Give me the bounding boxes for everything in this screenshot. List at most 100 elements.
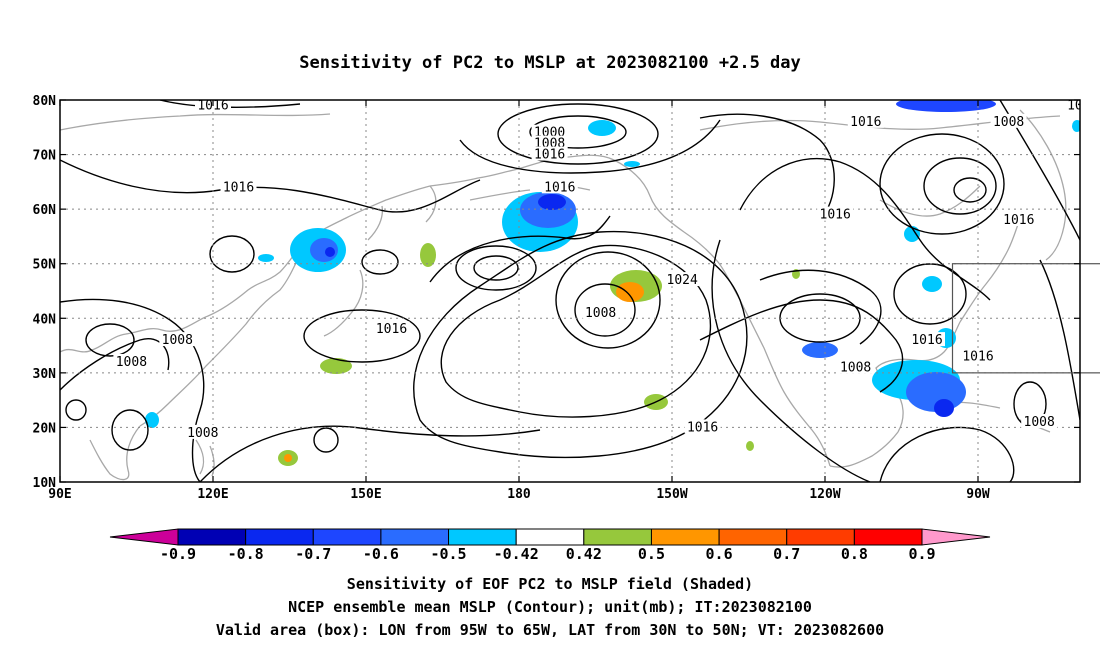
colorbar-tick-label: -0.7 (295, 545, 331, 563)
lon-tick-label: 120W (809, 487, 840, 502)
contour-label: 1016 (197, 98, 228, 113)
map-frame (59, 99, 1081, 483)
contour-1008-asia (60, 298, 205, 482)
contour-1016-eastpac (711, 239, 871, 482)
contour-high-1016 (440, 244, 712, 418)
contour-label-bg (582, 304, 619, 319)
lat-tick-label: 10N (33, 476, 57, 491)
colorbar-swatch (515, 528, 585, 546)
shade-arctic-blue (896, 100, 996, 112)
colorbar-tick-label: -0.6 (363, 545, 399, 563)
contour-label-bg (847, 113, 884, 128)
high-1028-core (574, 283, 636, 337)
lat-tick-label: 40N (33, 312, 57, 327)
low-1000-asia (85, 323, 135, 357)
contour-label-bg (837, 359, 874, 374)
colorbar-swatch (448, 528, 517, 546)
contour-1016-arctic (459, 119, 721, 174)
map-title: Sensitivity of PC2 to MSLP at 2023082100… (299, 53, 801, 73)
colorbar-swatch (718, 528, 788, 546)
contour-label-bg (1021, 413, 1058, 428)
lat-tick-label: 60N (33, 203, 57, 218)
lon-tick-label: 150E (350, 487, 381, 502)
colorbar-swatch (312, 528, 382, 546)
contour-label: 1016 (544, 180, 575, 195)
shade-aleutian-core (538, 194, 566, 210)
contour-label: 1008 (840, 360, 871, 375)
contour-label-bg (220, 179, 257, 194)
colorbar-tick-label: -0.9 (160, 545, 196, 563)
contour-label: 1016 (850, 115, 881, 130)
colorbar-swatch (583, 528, 652, 546)
colorbar-swatch (853, 528, 923, 546)
shade-eastpac-green (746, 441, 754, 451)
contour-label: 1024 (667, 273, 698, 288)
contour-label-bg (817, 206, 854, 221)
contour-high-1016-outer (413, 230, 748, 459)
contour-label: 1008 (1024, 415, 1055, 430)
footer-line-2: NCEP ensemble mean MSLP (Contour); unit(… (288, 598, 812, 616)
shade-manchuria (258, 254, 274, 262)
footer-line-3: Valid area (box): LON from 95W to 65W, L… (216, 621, 884, 639)
shade-gulf-core (934, 399, 954, 417)
lat-tick-label: 70N (33, 149, 57, 164)
lat-tick-label: 30N (33, 367, 57, 382)
coast-west-na (739, 299, 831, 467)
colorbar-swatch (786, 528, 855, 546)
contour-label: 1008 (187, 426, 218, 441)
lat-tick-label: 20N (33, 421, 57, 436)
lon-tick-label: 90W (966, 487, 990, 502)
contour-label: 1016 (962, 349, 993, 364)
contour-label-bg (990, 113, 1027, 128)
contour-tropic-small (313, 427, 339, 453)
grid-lines (60, 100, 1080, 482)
contour-label: 1016 (687, 420, 718, 435)
shade-lakes (922, 276, 942, 292)
colorbar-tick-label: 0.6 (706, 545, 733, 563)
low-arctic-1000 (529, 115, 627, 149)
contour-label-bg (531, 124, 568, 139)
contour-indochina (111, 409, 149, 451)
contour-label-bg (664, 272, 701, 287)
contour-label: 1016 (1003, 213, 1034, 228)
coast-china (139, 241, 307, 427)
colorbar-tick-label: 0.7 (773, 545, 800, 563)
coast-kamchatka (425, 185, 437, 223)
valid-area-box (951, 263, 1100, 374)
lon-tick-label: 180 (507, 487, 531, 502)
shade-bering (588, 120, 616, 136)
contour-label-bg (1000, 212, 1037, 227)
colorbar-tick-label: 0.9 (908, 545, 935, 563)
shade-tropic-orange (284, 454, 292, 462)
lat-tick-label: 50N (33, 258, 57, 273)
low-1000-pacific (473, 255, 519, 281)
contour-label-bg (909, 332, 945, 347)
colorbar-max-triangle (921, 528, 991, 546)
contour-label: 1016 (911, 333, 942, 348)
contour-1016-bering (699, 113, 835, 221)
coast-east-na (959, 211, 1023, 323)
contour-label-bg (541, 179, 578, 194)
contour-label: 1008 (116, 355, 147, 370)
coast-greenland (1019, 109, 1067, 261)
coast-hudson (879, 185, 981, 217)
contour-label-bg (373, 321, 410, 336)
contour-label-bg (184, 424, 221, 439)
contour-label-bg (159, 332, 196, 347)
contour-label-bg (684, 419, 721, 434)
contour-label-bg (1064, 100, 1080, 112)
colorbar-swatch (380, 528, 450, 546)
shade-mexico (802, 342, 838, 358)
colorbar-tick-label: -0.42 (494, 545, 539, 563)
contour-label: 1016 (820, 208, 851, 223)
lat-tick-label: 80N (33, 94, 57, 109)
shade-arctic-small (624, 161, 640, 167)
shade-greenland (1072, 120, 1080, 132)
contour-hudson-992 (953, 177, 987, 203)
coast-indochina (89, 425, 141, 481)
contour-sakhalin (361, 249, 399, 275)
contour-bay-bengal (65, 399, 87, 421)
